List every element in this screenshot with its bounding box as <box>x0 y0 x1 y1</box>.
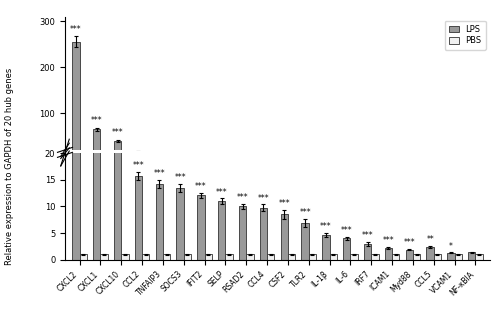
Bar <box>392 254 400 260</box>
Text: ***: *** <box>320 222 332 231</box>
Bar <box>198 195 204 260</box>
Bar <box>364 244 371 260</box>
Text: ***: *** <box>300 208 311 217</box>
Bar <box>260 155 267 159</box>
Bar <box>426 247 434 260</box>
Text: ***: *** <box>216 188 228 197</box>
Text: Relative expression to GAPDH of 20 hub genes: Relative expression to GAPDH of 20 hub g… <box>6 68 15 265</box>
Bar <box>288 254 295 260</box>
Bar <box>385 158 392 159</box>
Bar <box>121 254 128 260</box>
Bar <box>204 254 212 260</box>
Bar <box>322 235 330 260</box>
Text: ***: *** <box>132 161 144 170</box>
Bar <box>114 141 121 159</box>
Text: ***: *** <box>404 238 415 247</box>
Bar <box>239 155 246 159</box>
Text: ***: *** <box>278 199 290 208</box>
Bar <box>454 254 462 260</box>
Bar <box>448 253 454 260</box>
Text: ***: *** <box>382 236 394 245</box>
Bar <box>350 254 358 260</box>
Bar <box>309 254 316 260</box>
Bar <box>406 158 413 159</box>
Bar <box>156 184 163 260</box>
Bar <box>142 254 150 260</box>
Bar <box>226 254 232 260</box>
Text: ***: *** <box>112 128 124 137</box>
Bar <box>218 154 226 159</box>
Bar <box>114 47 121 260</box>
Bar <box>468 252 475 260</box>
Text: ***: *** <box>195 182 207 191</box>
Bar <box>330 254 337 260</box>
Text: ***: *** <box>174 173 186 182</box>
Bar <box>72 42 80 159</box>
Bar <box>385 248 392 260</box>
Bar <box>80 254 87 260</box>
Bar <box>218 201 226 260</box>
Bar <box>426 158 434 159</box>
Bar <box>72 0 80 260</box>
Bar <box>135 176 142 260</box>
Bar <box>184 254 191 260</box>
Text: ***: *** <box>237 193 248 202</box>
Bar <box>413 254 420 260</box>
Bar <box>239 206 246 260</box>
Text: ***: *** <box>154 169 165 178</box>
Bar <box>93 129 100 159</box>
Bar <box>343 238 350 260</box>
Bar <box>476 254 482 260</box>
Bar <box>302 223 309 260</box>
Bar <box>163 254 170 260</box>
Bar <box>434 254 441 260</box>
Text: ***: *** <box>362 231 374 240</box>
Text: *: * <box>449 241 453 250</box>
Bar <box>260 207 267 260</box>
Bar <box>176 188 184 260</box>
Legend: LPS, PBS: LPS, PBS <box>444 21 486 50</box>
Bar <box>100 254 107 260</box>
Text: ***: *** <box>91 116 102 125</box>
Text: **: ** <box>426 235 434 244</box>
Bar <box>280 214 288 260</box>
Text: ***: *** <box>258 194 269 203</box>
Bar <box>322 157 330 159</box>
Bar <box>364 158 371 159</box>
Bar <box>371 254 378 260</box>
Bar <box>267 254 274 260</box>
Bar <box>176 153 184 159</box>
Bar <box>246 254 254 260</box>
Bar <box>93 0 100 260</box>
Text: ***: *** <box>341 226 352 235</box>
Bar <box>343 157 350 159</box>
Bar <box>198 154 204 159</box>
Bar <box>156 153 163 159</box>
Bar <box>135 152 142 159</box>
Bar <box>302 156 309 159</box>
Text: ***: *** <box>70 25 82 34</box>
Bar <box>280 155 288 159</box>
Bar <box>406 250 413 260</box>
